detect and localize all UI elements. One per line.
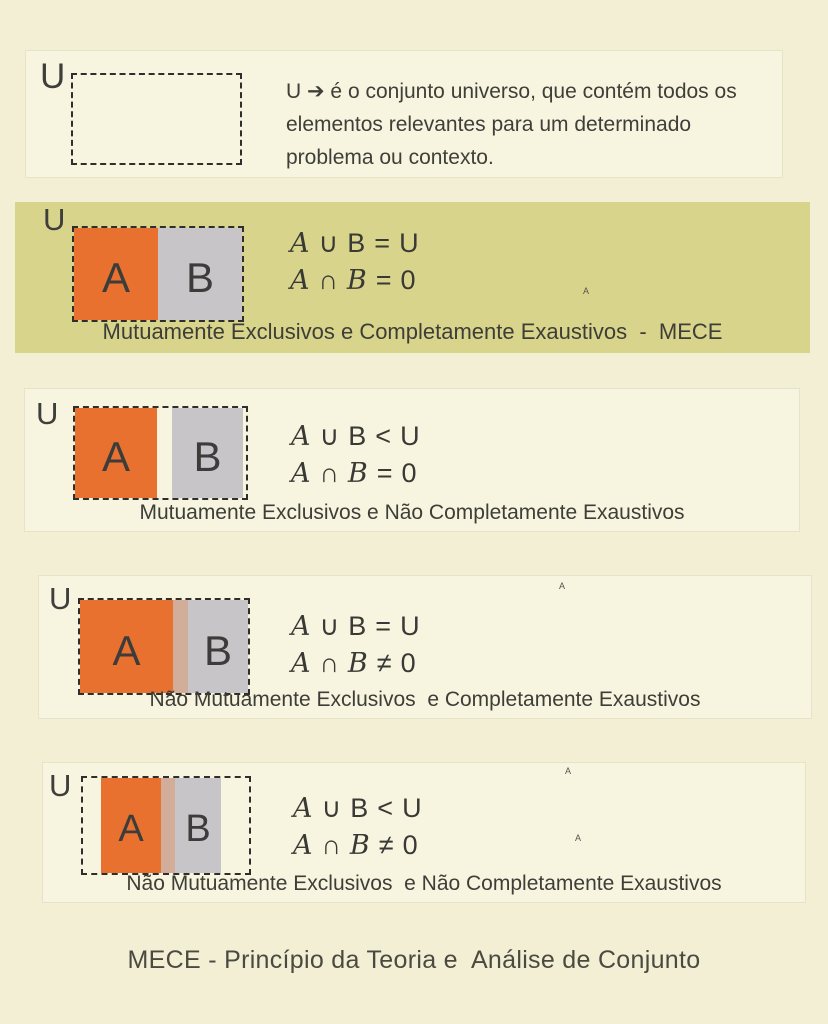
relation-sign: = — [375, 265, 392, 295]
relation-sign: = — [375, 611, 392, 641]
formula-rhs: 0 — [402, 830, 418, 860]
formula-intersection-line: A ∩ B = 0 — [291, 458, 420, 489]
formula-intersection-line: A ∩ B ≠ 0 — [293, 830, 422, 861]
set-b-label: B — [203, 626, 232, 674]
panel-exclusive-not-exhaustive: U A B A ∪ B < U A ∩ B = 0 Mutuamente Exc… — [24, 388, 800, 532]
universe-label: U — [40, 57, 66, 96]
set-container-box: A B — [72, 226, 244, 322]
set-a-label: A — [112, 626, 141, 674]
formula-block: A ∪ B < U A ∩ B ≠ 0 — [293, 793, 422, 861]
formula-var-b: B — [349, 830, 370, 861]
formula-rhs: 0 — [400, 265, 416, 295]
set-gap — [83, 778, 101, 873]
formula-var-a: A — [291, 611, 311, 642]
panel-caption: Não Mutuamente Exclusivos e Não Completa… — [126, 872, 722, 895]
universe-label: U — [49, 581, 72, 616]
formula-var-b: B — [348, 421, 367, 451]
formula-rhs: U — [400, 421, 420, 451]
formula-block: A ∪ B = U A ∩ B ≠ 0 — [291, 611, 420, 679]
set-b-label: B — [185, 808, 211, 850]
set-a-rect: A — [74, 228, 158, 320]
set-b-rect: B — [172, 408, 243, 498]
stray-a-mark: A — [565, 766, 572, 776]
footer-title: MECE - Princípio da Teoria e Análise de … — [127, 946, 701, 974]
formula-intersection-line: A ∩ B ≠ 0 — [291, 648, 420, 679]
panel-mece: U A B A ∪ B = U A ∩ B = 0 A Mutuamente E… — [15, 202, 810, 353]
panel-universe-definition: U U ➔ é o conjunto universo, que contém … — [25, 50, 783, 178]
formula-block: A ∪ B < U A ∩ B = 0 — [291, 421, 420, 489]
intersection-operator: ∩ — [319, 458, 339, 488]
formula-rhs: 0 — [400, 648, 416, 678]
union-operator: ∪ — [321, 793, 342, 823]
stray-a-mark: A — [559, 581, 566, 591]
formula-rhs: U — [399, 228, 419, 258]
formula-union-line: A ∪ B < U — [293, 793, 422, 824]
formula-var-a: A — [290, 228, 310, 259]
relation-sign: ≠ — [376, 648, 392, 678]
formula-union-line: A ∪ B = U — [291, 611, 420, 642]
intersection-operator: ∩ — [318, 265, 338, 295]
panel-caption: Mutuamente Exclusivos e Completamente Ex… — [102, 319, 723, 344]
set-a-rect: A — [75, 408, 157, 498]
universe-label: U — [49, 768, 72, 803]
panel-caption: Não Mutuamente Exclusivos e Completament… — [149, 688, 701, 711]
formula-var-b: B — [347, 458, 368, 489]
set-a-label: A — [101, 433, 130, 480]
union-operator: ∪ — [319, 421, 340, 451]
formula-var-b: B — [347, 648, 368, 679]
formula-rhs: U — [402, 793, 422, 823]
universe-label: U — [43, 202, 66, 237]
formula-rhs: U — [400, 611, 420, 641]
formula-union-line: A ∪ B < U — [291, 421, 420, 452]
stray-a-mark: A — [575, 833, 582, 843]
set-b-rect: B — [158, 228, 242, 320]
formula-var-b: B — [348, 611, 367, 641]
set-a-label: A — [118, 808, 144, 850]
relation-sign: = — [374, 228, 391, 258]
set-a-rect: A — [101, 778, 161, 873]
relation-sign: = — [376, 458, 393, 488]
union-operator: ∪ — [318, 228, 339, 258]
formula-rhs: 0 — [401, 458, 417, 488]
panel-not-exclusive-not-exhaustive: U A B A ∪ B < U A ∩ B ≠ 0 A A Não Mutuam… — [42, 762, 806, 903]
formula-var-a: A — [293, 793, 313, 824]
formula-var-a: A — [291, 421, 311, 452]
set-a-rect: A — [80, 600, 173, 693]
relation-sign: < — [375, 421, 392, 451]
relation-sign: ≠ — [378, 830, 394, 860]
set-overlap-rect — [173, 600, 188, 693]
set-b-rect: B — [175, 778, 221, 873]
formula-union-line: A ∪ B = U — [290, 228, 419, 259]
set-overlap-rect — [161, 778, 175, 873]
set-b-label: B — [185, 254, 214, 301]
formula-var-a: A — [291, 648, 311, 679]
formula-var-b: B — [350, 793, 369, 823]
universe-label: U — [36, 396, 59, 431]
formula-var-b: B — [346, 265, 367, 296]
universe-description: U ➔ é o conjunto universo, que contém to… — [286, 80, 737, 169]
set-container-box: A B — [78, 598, 250, 695]
set-a-label: A — [101, 254, 130, 301]
formula-var-b: B — [347, 228, 366, 258]
set-b-label: B — [193, 433, 222, 480]
formula-block: A ∪ B = U A ∩ B = 0 — [290, 228, 419, 296]
set-gap — [221, 778, 249, 873]
set-container-box: A B — [73, 406, 248, 500]
panel-caption: Mutuamente Exclusivos e Não Completament… — [139, 501, 685, 524]
relation-sign: < — [377, 793, 394, 823]
formula-var-a: A — [290, 265, 310, 296]
union-operator: ∪ — [319, 611, 340, 641]
stray-a-mark: A — [583, 286, 590, 296]
set-gap — [157, 408, 172, 498]
formula-var-a: A — [291, 458, 311, 489]
intersection-operator: ∩ — [321, 830, 341, 860]
formula-var-a: A — [293, 830, 313, 861]
set-container-box: A B — [81, 776, 251, 875]
set-b-rect: B — [188, 600, 248, 693]
formula-intersection-line: A ∩ B = 0 — [290, 265, 419, 296]
universe-set-box — [71, 73, 242, 165]
intersection-operator: ∩ — [319, 648, 339, 678]
panel-not-exclusive-exhaustive: U A B A ∪ B = U A ∩ B ≠ 0 A Não Mutuamen… — [38, 575, 812, 719]
